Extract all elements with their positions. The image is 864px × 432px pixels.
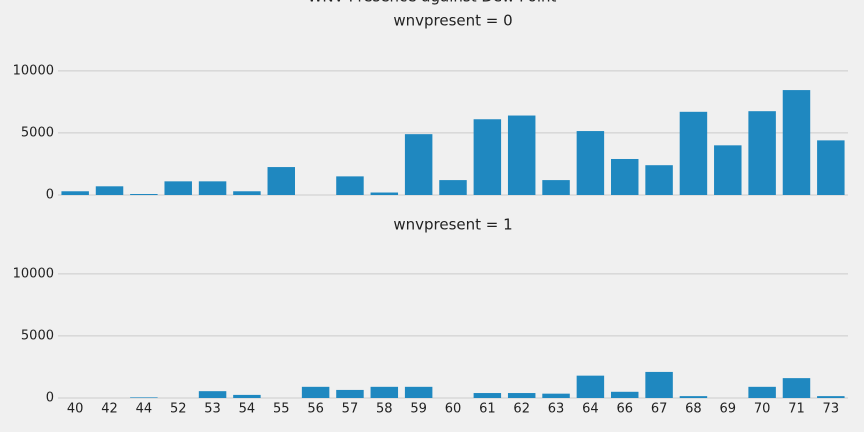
bar — [748, 111, 776, 195]
x-tick-label: 64 — [582, 402, 599, 417]
x-tick-label: 54 — [239, 402, 256, 417]
bar — [542, 393, 570, 398]
x-tick-label: 61 — [479, 402, 496, 417]
x-tick-label: 44 — [136, 402, 153, 417]
y-tick-label: 0 — [46, 188, 54, 203]
bar — [473, 119, 502, 195]
x-tick-label: 53 — [204, 402, 221, 417]
x-tick-label: 63 — [548, 402, 565, 417]
bar — [233, 191, 261, 195]
bar — [817, 140, 845, 195]
x-tick-label: 42 — [101, 402, 118, 417]
bar — [233, 394, 261, 398]
bar — [714, 145, 742, 195]
bar — [782, 90, 811, 195]
chart-title: WNV Presence against Dew Point — [308, 0, 557, 6]
bar — [473, 393, 502, 398]
bar — [542, 180, 570, 195]
y-tick-label: 10000 — [13, 266, 54, 281]
bar — [404, 134, 433, 195]
bar — [782, 378, 811, 398]
x-tick-label: 52 — [170, 402, 187, 417]
bar — [748, 386, 776, 398]
x-tick-label: 69 — [720, 402, 737, 417]
y-tick-label: 10000 — [13, 63, 54, 78]
bar — [95, 186, 124, 195]
x-tick-label: 60 — [445, 402, 462, 417]
x-tick-label: 55 — [273, 402, 290, 417]
bar — [817, 396, 845, 398]
bar — [507, 115, 536, 195]
y-tick-label: 5000 — [21, 328, 54, 343]
y-tick-label: 0 — [46, 391, 54, 406]
bar — [679, 111, 708, 195]
x-tick-label: 73 — [823, 402, 840, 417]
bar — [61, 191, 89, 195]
x-tick-label: 40 — [67, 402, 84, 417]
bar — [404, 386, 433, 398]
x-tick-label: 71 — [788, 402, 805, 417]
y-tick-label: 5000 — [21, 125, 54, 140]
bar — [130, 194, 158, 195]
bar — [611, 158, 639, 195]
bar — [576, 131, 605, 195]
bar — [370, 192, 399, 195]
bar — [336, 389, 364, 398]
x-tick-label: 56 — [307, 402, 324, 417]
bar — [130, 397, 158, 398]
bar — [267, 167, 295, 195]
subplot-title: wnvpresent = 1 — [393, 216, 512, 234]
bar — [164, 181, 192, 195]
bar — [611, 391, 639, 398]
x-tick-label: 57 — [342, 402, 359, 417]
x-tick-label: 67 — [651, 402, 668, 417]
bar — [370, 386, 399, 398]
subplot-title: wnvpresent = 0 — [393, 12, 512, 30]
bar — [198, 181, 227, 195]
x-tick-label: 68 — [685, 402, 702, 417]
x-tick-label: 62 — [513, 402, 530, 417]
bar — [645, 371, 673, 398]
bar — [507, 393, 536, 398]
x-tick-label: 66 — [616, 402, 633, 417]
bar — [645, 165, 673, 195]
x-tick-label: 59 — [410, 402, 427, 417]
bar — [679, 396, 708, 398]
bar — [336, 176, 364, 195]
bar — [439, 180, 467, 195]
x-tick-label: 58 — [376, 402, 393, 417]
bar — [576, 375, 605, 398]
x-tick-label: 70 — [754, 402, 771, 417]
bar — [198, 391, 227, 398]
bar — [301, 386, 330, 398]
